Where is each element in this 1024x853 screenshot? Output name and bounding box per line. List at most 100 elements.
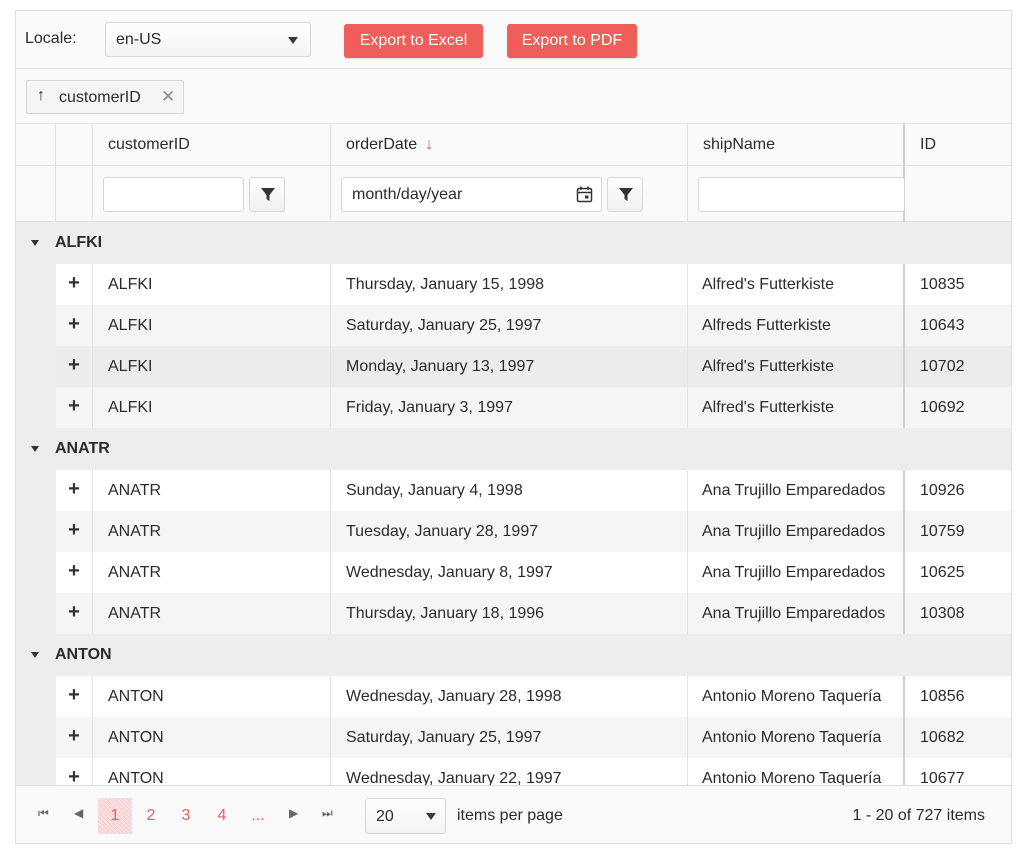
cell-id: 10643 — [905, 305, 1011, 346]
expand-row-icon[interactable]: + — [56, 552, 93, 593]
expand-row-icon[interactable]: + — [56, 758, 93, 785]
arrow-up-icon[interactable]: ↑ — [37, 87, 45, 104]
cell-orderdate: Saturday, January 25, 1997 — [331, 717, 688, 758]
export-excel-button[interactable]: Export to Excel — [344, 24, 483, 58]
expand-row-icon[interactable]: + — [56, 470, 93, 511]
expand-row-icon[interactable]: + — [56, 676, 93, 717]
column-header-customerid[interactable]: customerID — [93, 124, 331, 166]
more-pages[interactable]: ... — [251, 807, 265, 824]
pager-info: 1 - 20 of 727 items — [852, 807, 985, 824]
orderdate-filter-input[interactable]: month/day/year — [341, 177, 602, 212]
cell-orderdate: Wednesday, January 22, 1997 — [331, 758, 688, 785]
page-number-1[interactable]: 1 — [98, 798, 132, 834]
group-indent — [16, 264, 56, 305]
cell-orderdate: Monday, January 13, 1997 — [331, 346, 688, 387]
expand-row-icon[interactable]: + — [56, 264, 93, 305]
sort-descending-icon: ↓ — [425, 136, 434, 153]
cell-id: 10625 — [905, 552, 1011, 593]
cell-orderdate: Sunday, January 4, 1998 — [331, 470, 688, 511]
table-row[interactable]: + ANATR Sunday, January 4, 1998 Ana Trujill… — [16, 470, 1011, 511]
cell-shipname: Antonio Moreno Taquería — [688, 717, 905, 758]
table-row[interactable]: + ANATR Thursday, January 18, 1996 Ana Truj… — [16, 593, 1011, 634]
expand-row-icon[interactable]: + — [56, 593, 93, 634]
group-panel: ↑ customerID ✕ — [16, 69, 1011, 124]
group-indent-header — [16, 124, 56, 166]
cell-id: 10835 — [905, 264, 1011, 305]
filter-cell-shipname — [688, 166, 905, 222]
column-header-orderdate[interactable]: orderDate ↓ — [331, 124, 688, 166]
group-chip-customerid[interactable]: ↑ customerID ✕ — [26, 80, 184, 114]
group-row-anatr[interactable]: ANATR — [16, 428, 1011, 470]
cell-orderdate: Friday, January 3, 1997 — [331, 387, 688, 428]
table-row[interactable]: + ANTON Wednesday, January 22, 1997 Antonio… — [16, 758, 1011, 785]
cell-orderdate: Thursday, January 15, 1998 — [331, 264, 688, 305]
cell-customerid: ANATR — [93, 511, 331, 552]
cell-orderdate: Wednesday, January 8, 1997 — [331, 552, 688, 593]
column-title: customerID — [108, 136, 190, 153]
group-title: ALFKI — [55, 234, 103, 251]
orderdate-filter-button[interactable] — [607, 177, 643, 212]
page-number-2[interactable]: 2 — [146, 807, 156, 824]
group-indent — [16, 758, 56, 785]
hierarchy-filter — [56, 166, 93, 222]
table-row[interactable]: + ANATR Wednesday, January 8, 1997 Ana Truj… — [16, 552, 1011, 593]
previous-page-icon[interactable]: ◀ — [74, 806, 84, 820]
cell-customerid: ALFKI — [93, 346, 331, 387]
cell-shipname: Antonio Moreno Taquería — [688, 676, 905, 717]
column-title: shipName — [703, 136, 776, 153]
customerid-filter-button[interactable] — [249, 177, 285, 212]
table-row[interactable]: + ANTON Saturday, January 25, 1997 Antonio … — [16, 717, 1011, 758]
collapse-caret-icon[interactable] — [31, 446, 39, 452]
group-row-anton[interactable]: ANTON — [16, 634, 1011, 676]
filter-cell-orderdate: month/day/year — [331, 166, 688, 222]
calendar-icon[interactable] — [576, 186, 593, 203]
group-row-alfki[interactable]: ALFKI — [16, 222, 1011, 264]
column-header-shipname[interactable]: shipName — [688, 124, 905, 166]
last-page-icon[interactable]: ⏭ — [322, 806, 333, 820]
expand-row-icon[interactable]: + — [56, 717, 93, 758]
date-placeholder: month/day/year — [352, 186, 463, 203]
expand-row-icon[interactable]: + — [56, 387, 93, 428]
page-number-4[interactable]: 4 — [217, 807, 227, 824]
cell-customerid: ANATR — [93, 552, 331, 593]
locale-dropdown[interactable]: en-US — [105, 22, 311, 57]
cell-customerid: ANATR — [93, 470, 331, 511]
collapse-caret-icon[interactable] — [31, 240, 39, 246]
cell-orderdate: Thursday, January 18, 1996 — [331, 593, 688, 634]
shipname-filter-input[interactable] — [698, 177, 905, 212]
expand-row-icon[interactable]: + — [56, 346, 93, 387]
group-indent — [16, 552, 56, 593]
page-number-3[interactable]: 3 — [181, 807, 191, 824]
cell-customerid: ALFKI — [93, 264, 331, 305]
table-row[interactable]: + ALFKI Monday, January 13, 1997 Alfred's F… — [16, 346, 1011, 387]
table-row[interactable]: + ANATR Tuesday, January 28, 1997 Ana Truji… — [16, 511, 1011, 552]
locale-value: en-US — [116, 31, 162, 48]
table-row[interactable]: + ALFKI Saturday, January 25, 1997 Alfreds … — [16, 305, 1011, 346]
table-row[interactable]: + ALFKI Thursday, January 15, 1998 Alfred's… — [16, 264, 1011, 305]
table-row[interactable]: + ALFKI Friday, January 3, 1997 Alfred's Fu… — [16, 387, 1011, 428]
cell-id: 10856 — [905, 676, 1011, 717]
cell-orderdate: Saturday, January 25, 1997 — [331, 305, 688, 346]
pager: ⏮ ◀ 1 2 3 4 ... ▶ ⏭ 20 items per page 1 … — [16, 785, 1011, 843]
cell-shipname: Alfreds Futterkiste — [688, 305, 905, 346]
cell-shipname: Ana Trujillo Emparedados — [688, 470, 905, 511]
table-row[interactable]: + ANTON Wednesday, January 28, 1998 Antonio… — [16, 676, 1011, 717]
chevron-down-icon — [426, 813, 436, 820]
close-icon[interactable]: ✕ — [161, 87, 176, 106]
first-page-icon[interactable]: ⏮ — [38, 806, 49, 820]
expand-row-icon[interactable]: + — [56, 305, 93, 346]
group-title: ANATR — [55, 440, 110, 457]
group-indent — [16, 717, 56, 758]
cell-id: 10759 — [905, 511, 1011, 552]
next-page-icon[interactable]: ▶ — [289, 806, 299, 820]
cell-shipname: Ana Trujillo Emparedados — [688, 552, 905, 593]
cell-id: 10308 — [905, 593, 1011, 634]
export-pdf-button[interactable]: Export to PDF — [507, 24, 637, 58]
filter-cell-id — [905, 166, 1011, 222]
expand-row-icon[interactable]: + — [56, 511, 93, 552]
grid-body: ALFKI + ALFKI Thursday, January 15, 1998 Alf… — [16, 222, 1011, 785]
page-size-dropdown[interactable]: 20 — [365, 798, 446, 834]
customerid-filter-input[interactable] — [103, 177, 244, 212]
collapse-caret-icon[interactable] — [31, 652, 39, 658]
column-header-id[interactable]: ID — [905, 124, 1011, 166]
